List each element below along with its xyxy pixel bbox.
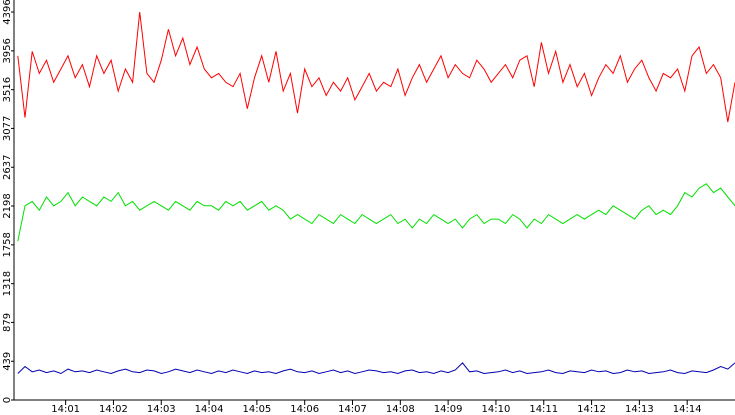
x-tick-label: 14:10 [482, 404, 511, 415]
x-tick-label: 14:06 [290, 404, 319, 415]
x-tick-label: 14:12 [577, 404, 606, 415]
series-line [17, 362, 735, 375]
y-tick-label: 1318 [2, 271, 13, 296]
series-line [17, 11, 735, 123]
y-tick-label: 1758 [2, 232, 13, 257]
y-tick-label: 0 [2, 397, 13, 403]
x-tick-label: 14:14 [673, 404, 702, 415]
x-tick-label: 14:04 [195, 404, 224, 415]
y-tick-label: 3516 [2, 77, 13, 102]
series-line [17, 183, 735, 242]
y-tick-label: 3077 [2, 116, 13, 141]
x-tick-label: 14:05 [242, 404, 271, 415]
y-tick-label: 2198 [2, 193, 13, 218]
y-tick-label: 4396 [2, 0, 13, 25]
x-tick-label: 14:07 [338, 404, 367, 415]
y-tick-label: 3956 [2, 38, 13, 63]
y-tick-label: 879 [2, 313, 13, 332]
x-tick-label: 14:08 [386, 404, 415, 415]
x-tick-label: 14:13 [625, 404, 654, 415]
x-tick-label: 14:02 [99, 404, 128, 415]
x-tick-label: 14:09 [434, 404, 463, 415]
x-tick-label: 14:11 [529, 404, 558, 415]
y-tick-label: 2637 [2, 155, 13, 180]
y-tick-label: 439 [2, 352, 13, 371]
x-tick-label: 14:01 [51, 404, 80, 415]
x-tick-label: 14:03 [147, 404, 176, 415]
